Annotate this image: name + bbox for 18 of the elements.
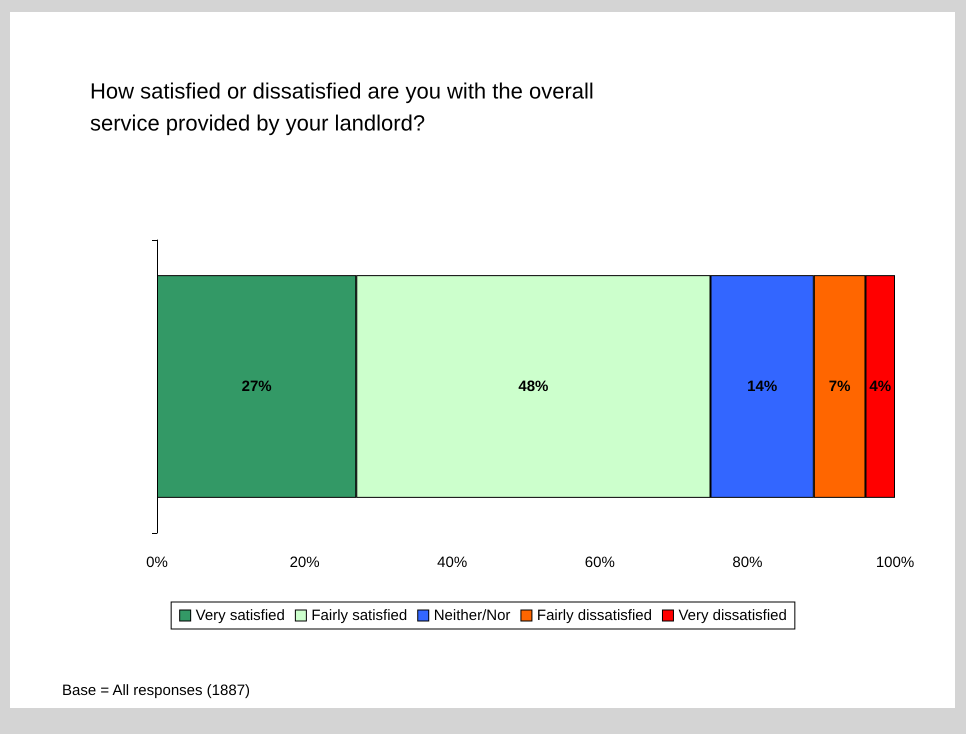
data-label: 7%: [828, 378, 850, 395]
x-tick-label: 100%: [876, 554, 914, 571]
text: Base = All responses (1887): [62, 682, 250, 699]
x-tick-label: 40%: [437, 554, 468, 571]
x-tick-label: 20%: [290, 554, 320, 571]
legend-label: Very dissatisfied: [678, 607, 787, 624]
legend-label: Fairly dissatisfied: [536, 607, 652, 624]
data-label: 48%: [518, 378, 548, 395]
x-tick-label: 80%: [732, 554, 762, 571]
data-label: 14%: [747, 378, 778, 395]
chart-title: How satisfied or dissatisfied are you with the overall service provided by your landlord?: [90, 78, 594, 136]
x-tick-label: 60%: [584, 554, 615, 571]
data-label: 4%: [869, 378, 892, 395]
legend-label: Very satisfied: [196, 607, 285, 624]
legend-label: Neither/Nor: [434, 607, 510, 624]
data-label: 27%: [242, 378, 272, 395]
legend-label: Fairly satisfied: [311, 607, 408, 624]
x-tick-label: 0%: [146, 554, 168, 571]
